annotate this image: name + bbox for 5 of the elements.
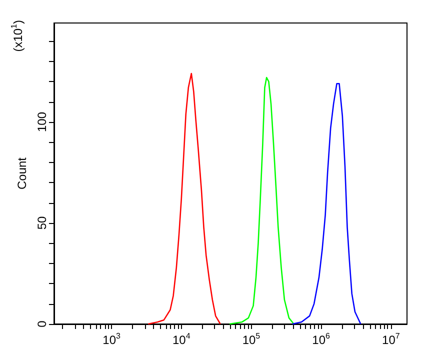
text: (x101) [10, 20, 25, 52]
y-tick-label: 100 [35, 112, 49, 132]
y-tick-label: 0 [35, 320, 49, 328]
y-axis-title: Count [15, 156, 29, 190]
y-tick-label: 50 [35, 216, 49, 230]
